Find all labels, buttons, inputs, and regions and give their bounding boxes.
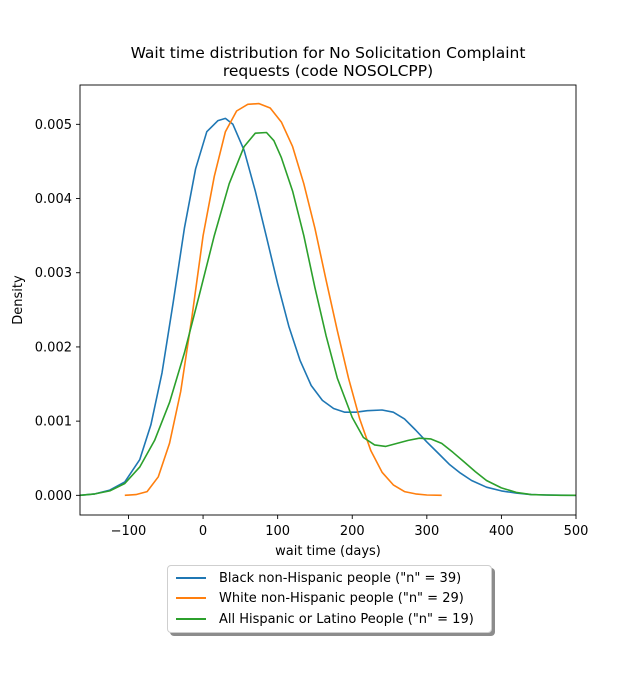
- x-tick-label: 500: [564, 524, 589, 539]
- y-tick-label: 0.001: [35, 415, 72, 430]
- legend-item-black: Black non-Hispanic people ("n" = 39): [168, 568, 461, 588]
- series-line-2: [79, 131, 576, 497]
- legend-label-hispanic: All Hispanic or Latino People ("n" = 19): [219, 611, 474, 627]
- series-line-0: [79, 117, 577, 497]
- x-tick-label: 100: [265, 524, 290, 539]
- y-tick-label: 0.003: [35, 266, 72, 281]
- x-tick-label: 300: [414, 524, 439, 539]
- legend: Black non-Hispanic people ("n" = 39) Whi…: [167, 565, 492, 633]
- legend-label-white: White non-Hispanic people ("n" = 29): [219, 590, 464, 606]
- y-tick-label: 0.002: [35, 340, 72, 355]
- x-axis-label: wait time (days): [275, 544, 381, 559]
- chart-title: Wait time distribution for No Solicitati…: [0, 44, 640, 80]
- legend-item-white: White non-Hispanic people ("n" = 29): [168, 588, 464, 608]
- y-tick-label: 0.000: [35, 489, 72, 504]
- x-tick-label: 200: [340, 524, 365, 539]
- legend-swatch-black: [176, 577, 206, 579]
- y-axis-label: Density: [11, 275, 26, 325]
- axes: −100 0 100 200 300 400 500 0.000 0.001 0.002 0.003…: [11, 84, 589, 559]
- legend-item-hispanic: All Hispanic or Latino People ("n" = 19): [168, 609, 474, 629]
- x-tick-label: 0: [199, 524, 207, 539]
- legend-swatch-hispanic: [176, 618, 206, 620]
- x-tick-label: 400: [489, 524, 514, 539]
- plot-frame: [79, 84, 577, 516]
- y-tick-label: 0.004: [35, 192, 72, 207]
- legend-swatch-white: [176, 597, 206, 599]
- legend-label-black: Black non-Hispanic people ("n" = 39): [219, 570, 462, 586]
- y-tick-label: 0.005: [35, 118, 72, 133]
- chart-title-line-1: Wait time distribution for No Solicitati…: [130, 44, 526, 62]
- x-tick-label: −100: [111, 524, 147, 539]
- series-line-1: [124, 102, 442, 497]
- series-lines: [79, 102, 577, 497]
- chart-title-line-2: requests (code NOSOLCPP): [222, 62, 434, 80]
